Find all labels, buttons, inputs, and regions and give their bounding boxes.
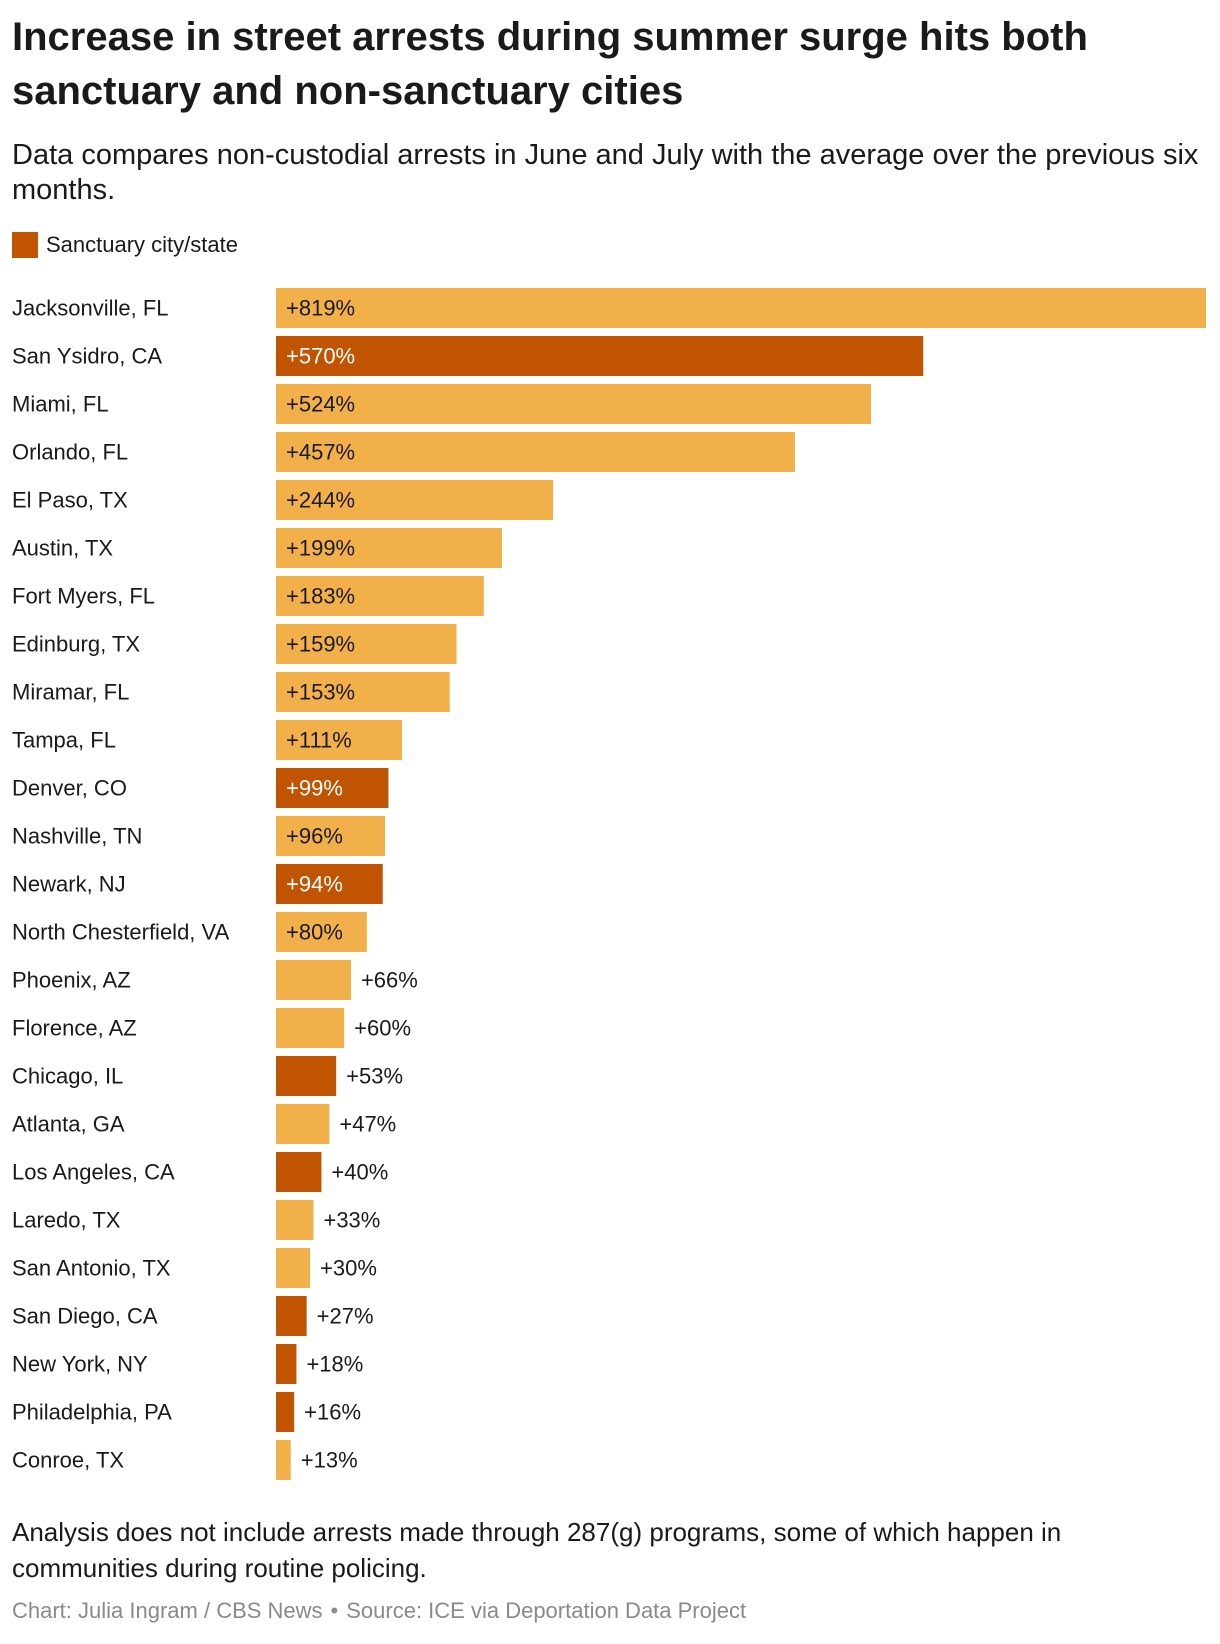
category-label: Laredo, TX — [12, 1208, 121, 1233]
value-label: +80% — [286, 920, 343, 945]
value-label: +94% — [286, 872, 343, 897]
bar — [276, 1344, 297, 1384]
credit-separator: • — [330, 1598, 339, 1623]
category-label: Orlando, FL — [12, 440, 128, 465]
category-label: Austin, TX — [12, 536, 113, 561]
bar — [276, 336, 924, 376]
category-label: Miami, FL — [12, 392, 109, 417]
value-label: +199% — [286, 536, 355, 561]
category-label: New York, NY — [12, 1352, 148, 1377]
value-label: +47% — [339, 1112, 396, 1137]
category-label: Jacksonville, FL — [12, 296, 169, 321]
bar — [276, 1248, 311, 1288]
bar — [276, 1008, 345, 1048]
value-label: +13% — [301, 1448, 358, 1473]
bar — [276, 720, 403, 760]
value-label: +53% — [346, 1064, 403, 1089]
legend-swatch-sanctuary — [12, 232, 38, 258]
source-credit: Source: ICE via Deportation Data Project — [346, 1598, 747, 1623]
value-label: +16% — [304, 1400, 361, 1425]
value-label: +183% — [286, 584, 355, 609]
category-label: North Chesterfield, VA — [12, 920, 230, 945]
bar — [276, 1200, 314, 1240]
bar — [276, 288, 1206, 328]
category-label: Los Angeles, CA — [12, 1160, 175, 1185]
value-label: +18% — [306, 1352, 363, 1377]
category-label: Tampa, FL — [12, 728, 116, 753]
value-label: +159% — [286, 632, 355, 657]
bar — [276, 1104, 330, 1144]
bar — [276, 912, 367, 952]
category-label: Atlanta, GA — [12, 1112, 125, 1137]
category-label: Florence, AZ — [12, 1016, 137, 1041]
bar-chart: Jacksonville, FL +819% San Ysidro, CA +570%… — [12, 288, 1206, 1480]
bar — [276, 384, 872, 424]
category-label: San Diego, CA — [12, 1304, 158, 1329]
value-label: +819% — [286, 296, 355, 321]
legend-label-sanctuary: Sanctuary city/state — [46, 232, 238, 257]
chart-credit: Chart: Julia Ingram / CBS News — [12, 1598, 323, 1623]
bar — [276, 528, 502, 568]
bar — [276, 672, 450, 712]
category-label: Denver, CO — [12, 776, 127, 801]
credit-line: Chart: Julia Ingram / CBS News • Source: I… — [12, 1596, 1202, 1626]
bar — [276, 1440, 291, 1480]
value-label: +66% — [361, 968, 418, 993]
value-label: +40% — [331, 1160, 388, 1185]
value-label: +27% — [317, 1304, 374, 1329]
value-label: +60% — [354, 1016, 411, 1041]
value-label: +111% — [286, 728, 352, 753]
value-label: +99% — [286, 776, 343, 801]
chart-title: Increase in street arrests during summer… — [12, 15, 1088, 113]
category-label: San Antonio, TX — [12, 1256, 171, 1281]
bar — [276, 1392, 295, 1432]
category-label: Newark, NJ — [12, 872, 126, 897]
bar — [276, 1152, 322, 1192]
bar — [276, 624, 457, 664]
bar — [276, 768, 389, 808]
chart-subtitle: Data compares non-custodial arrests in J… — [12, 139, 1199, 206]
value-label: +30% — [320, 1256, 377, 1281]
category-label: Chicago, IL — [12, 1064, 123, 1089]
category-label: Nashville, TN — [12, 824, 142, 849]
value-label: +524% — [286, 392, 355, 417]
category-label: Miramar, FL — [12, 680, 129, 705]
category-label: Phoenix, AZ — [12, 968, 131, 993]
value-label: +96% — [286, 824, 343, 849]
bar — [276, 864, 383, 904]
footnote: Analysis does not include arrests made t… — [12, 1517, 1062, 1583]
category-label: Conroe, TX — [12, 1448, 124, 1473]
bar — [276, 576, 484, 616]
category-label: Edinburg, TX — [12, 632, 140, 657]
bar — [276, 1296, 307, 1336]
bar — [276, 960, 351, 1000]
value-label: +33% — [323, 1208, 380, 1233]
legend: Sanctuary city/state — [12, 230, 238, 260]
category-label: Philadelphia, PA — [12, 1400, 172, 1425]
category-label: San Ysidro, CA — [12, 344, 162, 369]
value-label: +153% — [286, 680, 355, 705]
bar — [276, 432, 795, 472]
value-label: +457% — [286, 440, 355, 465]
value-label: +244% — [286, 488, 355, 513]
bar — [276, 816, 386, 856]
category-label: Fort Myers, FL — [12, 584, 155, 609]
category-label: El Paso, TX — [12, 488, 128, 513]
bar — [276, 480, 554, 520]
value-label: +570% — [286, 344, 355, 369]
bar — [276, 1056, 337, 1096]
